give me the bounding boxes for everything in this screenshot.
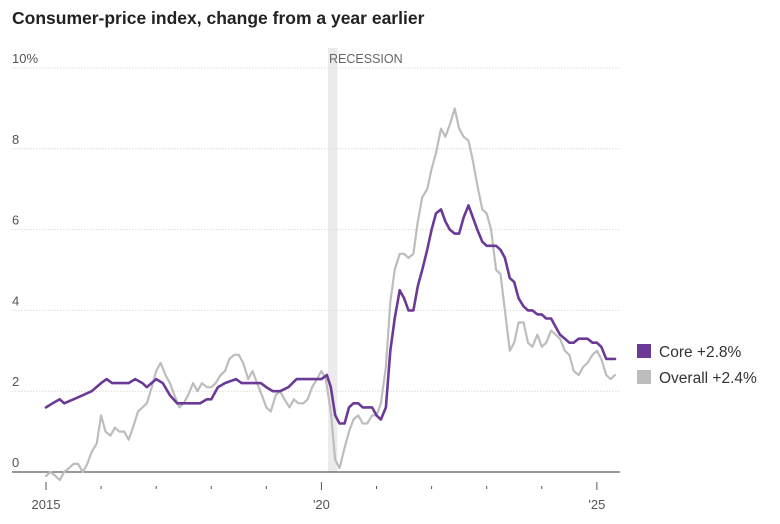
y-tick-label: 2 [12,374,19,389]
y-tick-label: 4 [12,293,19,308]
gridlines [12,67,620,392]
legend-label-core: Core +2.8% [659,344,742,361]
y-tick-label: 6 [12,213,19,228]
legend-label-overall: Overall +2.4% [659,370,757,387]
legend: Core +2.8% Overall +2.4% [637,344,757,387]
x-axis: 2015 '20 '25 [12,471,620,512]
chart-title: Consumer-price index, change from a year… [12,8,425,28]
series-lines [44,107,617,482]
x-tick-label: 2015 [32,497,61,512]
legend-swatch-core [637,344,651,358]
y-axis-ticks: 10% 8 6 4 2 0 [12,51,38,470]
y-tick-label: 8 [12,132,19,147]
series-line-overall [44,107,617,482]
recession-band [328,48,338,472]
x-tick-label: '25 [588,497,605,512]
recession-band-group: RECESSION [328,48,403,472]
recession-label: RECESSION [329,52,403,66]
x-tick-label: '20 [313,497,330,512]
series-line-core [44,204,617,425]
legend-swatch-overall [637,370,651,384]
y-tick-label: 0 [12,455,19,470]
y-tick-label: 10% [12,51,38,66]
